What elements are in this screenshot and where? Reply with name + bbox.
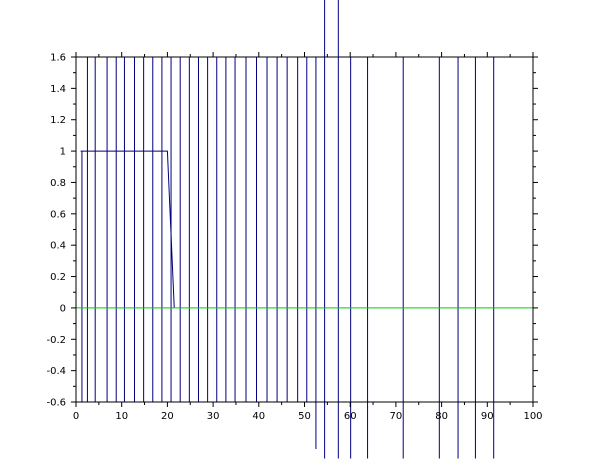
vertical-lines-group [81,0,495,459]
x-tick-label: 70 [390,411,403,422]
y-tick-label: 1.4 [50,84,66,95]
x-tick-label: 60 [344,411,357,422]
y-tick-label: -0.4 [46,366,66,377]
x-tick-label: 10 [115,411,128,422]
x-tick-label: 80 [435,411,448,422]
series-group [76,150,533,309]
x-tick-label: 30 [207,411,220,422]
y-tick-label: -0.6 [46,398,66,409]
y-tick-label: -0.2 [46,335,66,346]
x-tick-label: 20 [161,411,174,422]
y-tick-label: 1 [60,147,66,158]
y-tick-label: 0.6 [50,209,66,220]
y-tick-label: 0 [60,303,66,314]
y-tick-label: 1.6 [50,53,66,64]
y-axis: -0.6 -0.4 -0.2 0 0.2 0.4 0.6 0.8 1 1.2 1.4 1.6 [46,53,538,409]
x-tick-label: 100 [523,411,542,422]
y-tick-label: 0.4 [50,241,66,252]
x-tick-label: 50 [298,411,311,422]
series-line-0 [80,150,175,308]
x-tick-label: 90 [481,411,494,422]
x-tick-label: 40 [252,411,265,422]
y-tick-label: 0.2 [50,272,66,283]
y-tick-label: 0.8 [50,178,66,189]
x-axis: 0 10 20 30 40 50 60 70 80 90 100 [73,52,543,422]
plot-frame [75,56,534,403]
x-tick-label: 0 [73,411,79,422]
y-tick-label: 1.2 [50,115,66,126]
